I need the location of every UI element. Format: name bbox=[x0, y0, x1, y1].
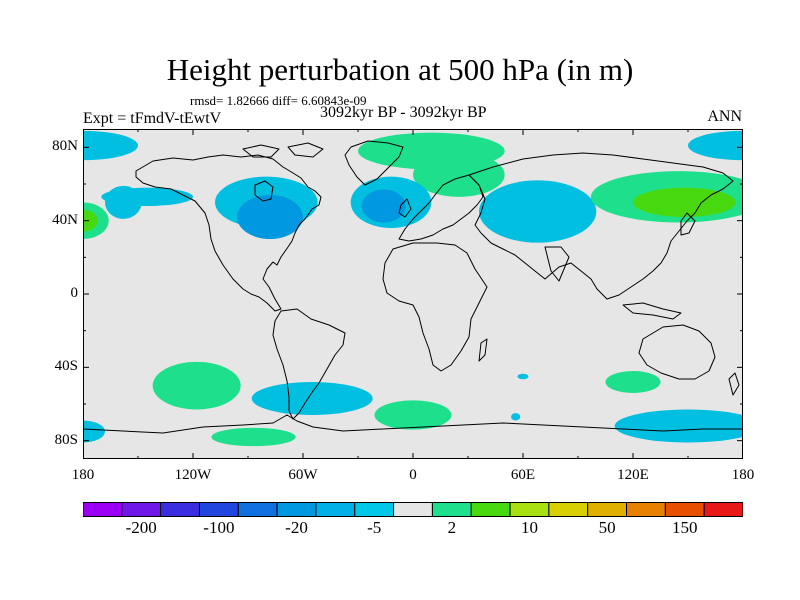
coastline-north-america bbox=[135, 154, 322, 312]
anomaly-region-pacific-cyan-band bbox=[101, 187, 193, 206]
anomaly-region-south-atlantic-high bbox=[374, 400, 452, 430]
coastline-hudson-bay bbox=[254, 180, 274, 202]
anomaly-region-indian-ocean-small-low bbox=[517, 373, 529, 380]
colorbar-label: -20 bbox=[285, 518, 308, 537]
colorbar-box bbox=[393, 502, 433, 517]
plot-title: Height perturbation at 500 hPa (in m) bbox=[166, 52, 634, 87]
colorbar-box bbox=[276, 502, 317, 517]
coastlines bbox=[83, 140, 743, 434]
colorbar-box bbox=[548, 502, 589, 517]
colorbar bbox=[83, 502, 743, 517]
coastline-new-zealand bbox=[728, 372, 740, 396]
anomaly-region-north-atlantic-low-core bbox=[361, 189, 406, 223]
colorbar-label: 10 bbox=[520, 518, 538, 537]
coastline-australia bbox=[638, 324, 716, 380]
colorbar-label: -5 bbox=[367, 518, 382, 537]
colorbar-box bbox=[83, 502, 123, 517]
coastline-japan bbox=[680, 212, 696, 236]
anomaly-regions bbox=[83, 130, 743, 447]
coastline-british-isles bbox=[398, 198, 412, 218]
lon-label-120E: 120E bbox=[617, 467, 649, 483]
colorbar-label: 150 bbox=[672, 518, 698, 537]
lon-label-0: 0 bbox=[409, 467, 417, 483]
coastline-europe bbox=[398, 174, 484, 242]
period-label: 3092kyr BP - 3092kyr BP bbox=[320, 104, 487, 121]
coastline-africa bbox=[382, 242, 488, 372]
lon-label-60E: 60E bbox=[510, 467, 536, 483]
coastline-asia bbox=[468, 152, 734, 300]
world-map bbox=[83, 129, 743, 459]
colorbar-box bbox=[121, 502, 162, 517]
lat-label-80S: 80S bbox=[54, 431, 78, 448]
experiment-label: Expt = tFmdV-tEwtV bbox=[83, 110, 222, 127]
lon-label-120W: 120W bbox=[174, 467, 212, 483]
anomaly-region-east-asia-pacific-core bbox=[633, 187, 736, 217]
anomaly-region-north-america-low-core bbox=[237, 195, 303, 239]
colorbar-box bbox=[509, 502, 550, 517]
anomaly-region-antarctic-east-low bbox=[614, 409, 743, 443]
coastline-south-america bbox=[272, 308, 346, 420]
colorbar-box bbox=[703, 502, 743, 517]
colorbar-box bbox=[664, 502, 705, 517]
colorbar-box bbox=[354, 502, 395, 517]
season-label: ANN bbox=[707, 108, 742, 125]
lat-label-80N: 80N bbox=[52, 138, 78, 155]
anomaly-region-eurasia-low bbox=[479, 180, 597, 243]
lat-label-40N: 40N bbox=[52, 211, 78, 228]
coastline-madagascar bbox=[478, 338, 488, 362]
coastline-greenland bbox=[344, 140, 404, 186]
colorbar-box bbox=[626, 502, 666, 517]
anomaly-region-scandinavia-high bbox=[413, 152, 505, 197]
lon-label-180: 180 bbox=[71, 467, 95, 483]
colorbar-label: -200 bbox=[125, 518, 157, 537]
anomaly-region-arctic-pacific-west bbox=[83, 130, 138, 161]
lat-label-40S: 40S bbox=[54, 358, 78, 375]
anomaly-region-arctic-pacific-east bbox=[688, 130, 743, 161]
lon-label-60W: 60W bbox=[288, 467, 318, 483]
anomaly-region-antarctic-west-wrap bbox=[83, 420, 105, 443]
coastline-antarctica bbox=[83, 414, 743, 434]
anomaly-region-antarctic-pacific-high bbox=[211, 427, 296, 447]
anomaly-region-antarctic-indian-small-low bbox=[511, 413, 521, 421]
colorbar-label: 50 bbox=[598, 518, 616, 537]
colorbar-box bbox=[237, 502, 278, 517]
anomaly-region-south-pacific-high bbox=[152, 361, 241, 410]
anomaly-region-south-indian-high bbox=[605, 371, 661, 393]
colorbar-label: -100 bbox=[203, 518, 235, 537]
axis-ticks bbox=[83, 129, 743, 459]
coastline-arctic-islands bbox=[242, 142, 324, 158]
stats-label: rmsd= 1.82666 diff= 6.60843e-09 bbox=[190, 93, 367, 108]
lat-label-0: 0 bbox=[70, 285, 79, 301]
coastline-india bbox=[544, 246, 570, 282]
colorbar-box bbox=[160, 502, 200, 517]
colorbar-label: 2 bbox=[447, 518, 457, 537]
anomaly-region-north-pacific-east-core bbox=[83, 209, 98, 232]
colorbar-box bbox=[315, 502, 356, 517]
colorbar-box bbox=[587, 502, 628, 517]
colorbar-box bbox=[470, 502, 511, 517]
colorbar-box bbox=[431, 502, 472, 517]
lon-label-180: 180 bbox=[731, 467, 755, 483]
anomaly-region-drake-passage-low bbox=[251, 382, 373, 415]
coastline-indonesia bbox=[622, 302, 682, 320]
colorbar-box bbox=[198, 502, 239, 517]
